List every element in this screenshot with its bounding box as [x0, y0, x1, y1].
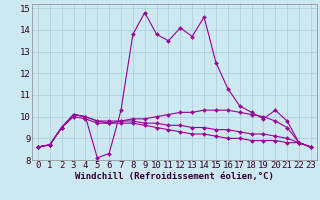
X-axis label: Windchill (Refroidissement éolien,°C): Windchill (Refroidissement éolien,°C)	[75, 172, 274, 181]
